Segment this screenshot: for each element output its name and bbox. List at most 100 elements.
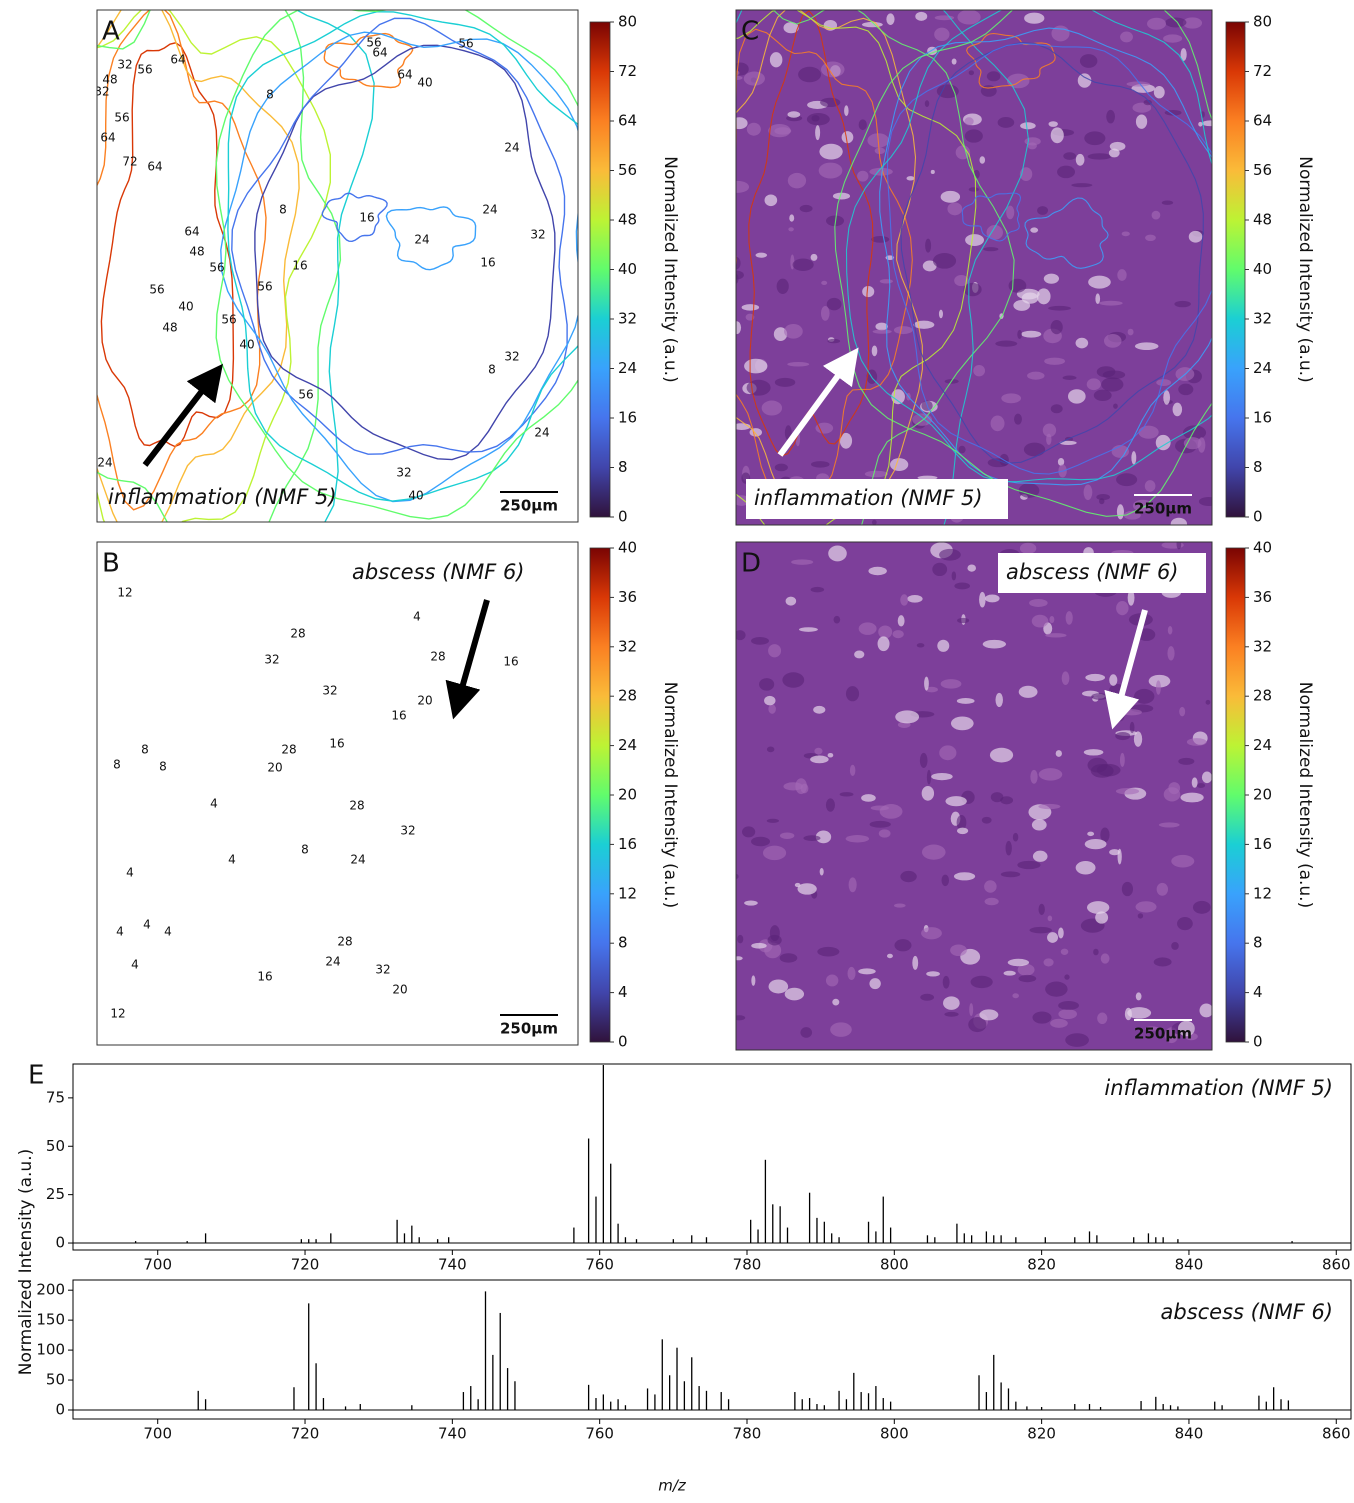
tissue-texture bbox=[810, 586, 825, 593]
tissue-texture bbox=[958, 445, 966, 454]
colorbar-tick-label: 16 bbox=[618, 409, 637, 427]
tissue-texture bbox=[1201, 771, 1212, 784]
tissue-texture bbox=[938, 309, 943, 319]
tissue-texture bbox=[1101, 377, 1124, 392]
tissue-texture bbox=[1038, 803, 1061, 810]
colorbar-tick-label: 36 bbox=[618, 588, 637, 606]
colorbar-tick-label: 56 bbox=[618, 161, 637, 179]
tissue-texture bbox=[925, 686, 938, 693]
colorbar-tick-label: 72 bbox=[1253, 62, 1272, 80]
contour-label: 72 bbox=[122, 155, 137, 169]
contour-line bbox=[227, 11, 578, 502]
tissue-texture bbox=[785, 596, 797, 606]
tissue-texture bbox=[736, 874, 739, 879]
tissue-texture bbox=[784, 987, 805, 1001]
axes-frame bbox=[72, 1279, 1352, 1420]
tissue-texture bbox=[1205, 699, 1211, 705]
tissue-texture bbox=[776, 278, 789, 294]
tissue-texture bbox=[858, 968, 876, 975]
tissue-texture bbox=[1095, 911, 1109, 924]
panel-label: D bbox=[741, 549, 761, 579]
tissue-texture bbox=[749, 428, 762, 437]
tissue-texture bbox=[743, 71, 765, 86]
tissue-texture bbox=[871, 236, 890, 243]
tissue-texture bbox=[736, 75, 743, 81]
colorbar-tick-label: 24 bbox=[1253, 736, 1272, 754]
contour-line bbox=[254, 44, 556, 461]
tissue-texture bbox=[995, 692, 1003, 708]
tissue-texture bbox=[1191, 777, 1198, 788]
tissue-texture bbox=[947, 202, 963, 216]
tissue-texture bbox=[1120, 31, 1133, 43]
colorbar-tick-label: 32 bbox=[618, 310, 637, 328]
contour-label: 48 bbox=[102, 73, 117, 87]
tissue-texture bbox=[787, 111, 801, 118]
tissue-texture bbox=[857, 170, 869, 182]
x-tick-label: 840 bbox=[1175, 1256, 1204, 1274]
contour-label: 8 bbox=[113, 758, 121, 772]
tissue-texture bbox=[932, 252, 957, 269]
map-frame bbox=[96, 541, 579, 1046]
tissue-texture bbox=[1126, 81, 1150, 87]
tissue-texture bbox=[1012, 993, 1019, 999]
contour-label: 4 bbox=[164, 925, 172, 939]
tissue-texture bbox=[1050, 1018, 1068, 1028]
tissue-texture bbox=[1131, 451, 1137, 465]
colorbar-tick-label: 24 bbox=[618, 359, 637, 377]
tissue-texture bbox=[900, 870, 917, 883]
colorbar-tick-label: 32 bbox=[618, 637, 637, 655]
tissue-texture bbox=[1075, 861, 1096, 875]
tissue-texture bbox=[915, 11, 928, 21]
tissue-texture bbox=[1030, 769, 1038, 784]
tissue-texture bbox=[1167, 625, 1173, 635]
tissue-texture bbox=[1008, 278, 1027, 293]
tissue-texture bbox=[797, 883, 817, 895]
tissue-texture bbox=[815, 830, 832, 844]
tissue-texture bbox=[736, 180, 750, 193]
contour-label: 28 bbox=[337, 935, 352, 949]
colorbar-tick-label: 48 bbox=[1253, 211, 1272, 229]
spectrum-label: inflammation (NMF 5) bbox=[1104, 1076, 1333, 1100]
tissue-texture bbox=[1158, 822, 1180, 828]
tissue-texture bbox=[764, 695, 776, 706]
arrow bbox=[777, 347, 859, 457]
tissue-texture bbox=[989, 747, 1014, 763]
contour-label: 16 bbox=[503, 655, 518, 669]
tissue-texture bbox=[1047, 932, 1059, 943]
tissue-texture bbox=[1000, 796, 1014, 805]
colorbar-tick-label: 80 bbox=[1253, 13, 1272, 31]
tissue-texture bbox=[1153, 86, 1165, 99]
tissue-texture bbox=[1121, 881, 1134, 897]
tissue-texture bbox=[1100, 953, 1110, 964]
tissue-texture bbox=[787, 172, 807, 189]
tissue-texture bbox=[1183, 437, 1202, 450]
contour-label: 48 bbox=[189, 245, 204, 259]
axes-frame bbox=[72, 1063, 1352, 1251]
contour-label: 56 bbox=[149, 283, 164, 297]
tissue-texture bbox=[1014, 413, 1022, 425]
tissue-texture bbox=[964, 129, 983, 143]
tissue-texture bbox=[869, 978, 881, 990]
tissue-texture bbox=[1084, 838, 1107, 850]
arrow bbox=[142, 363, 223, 467]
scale-bar-label: 250µm bbox=[500, 497, 558, 515]
tissue-texture bbox=[814, 747, 823, 755]
contour-label: 48 bbox=[162, 321, 177, 335]
tissue-texture bbox=[774, 377, 796, 387]
tissue-texture bbox=[854, 650, 865, 659]
tissue-texture bbox=[1143, 99, 1152, 106]
tissue-texture bbox=[1171, 854, 1195, 868]
tissue-texture bbox=[1117, 848, 1122, 865]
contour-line bbox=[772, 10, 1015, 525]
tissue-texture bbox=[877, 636, 890, 652]
tissue-texture bbox=[1018, 483, 1040, 498]
tissue-texture bbox=[906, 176, 915, 181]
tissue-texture bbox=[1168, 782, 1181, 795]
tissue-texture bbox=[1087, 831, 1095, 837]
tissue-texture bbox=[1018, 685, 1038, 698]
annotation-box bbox=[998, 553, 1206, 593]
contour-line bbox=[834, 10, 1212, 517]
tissue-texture bbox=[1075, 153, 1085, 166]
tissue-texture bbox=[913, 320, 935, 329]
